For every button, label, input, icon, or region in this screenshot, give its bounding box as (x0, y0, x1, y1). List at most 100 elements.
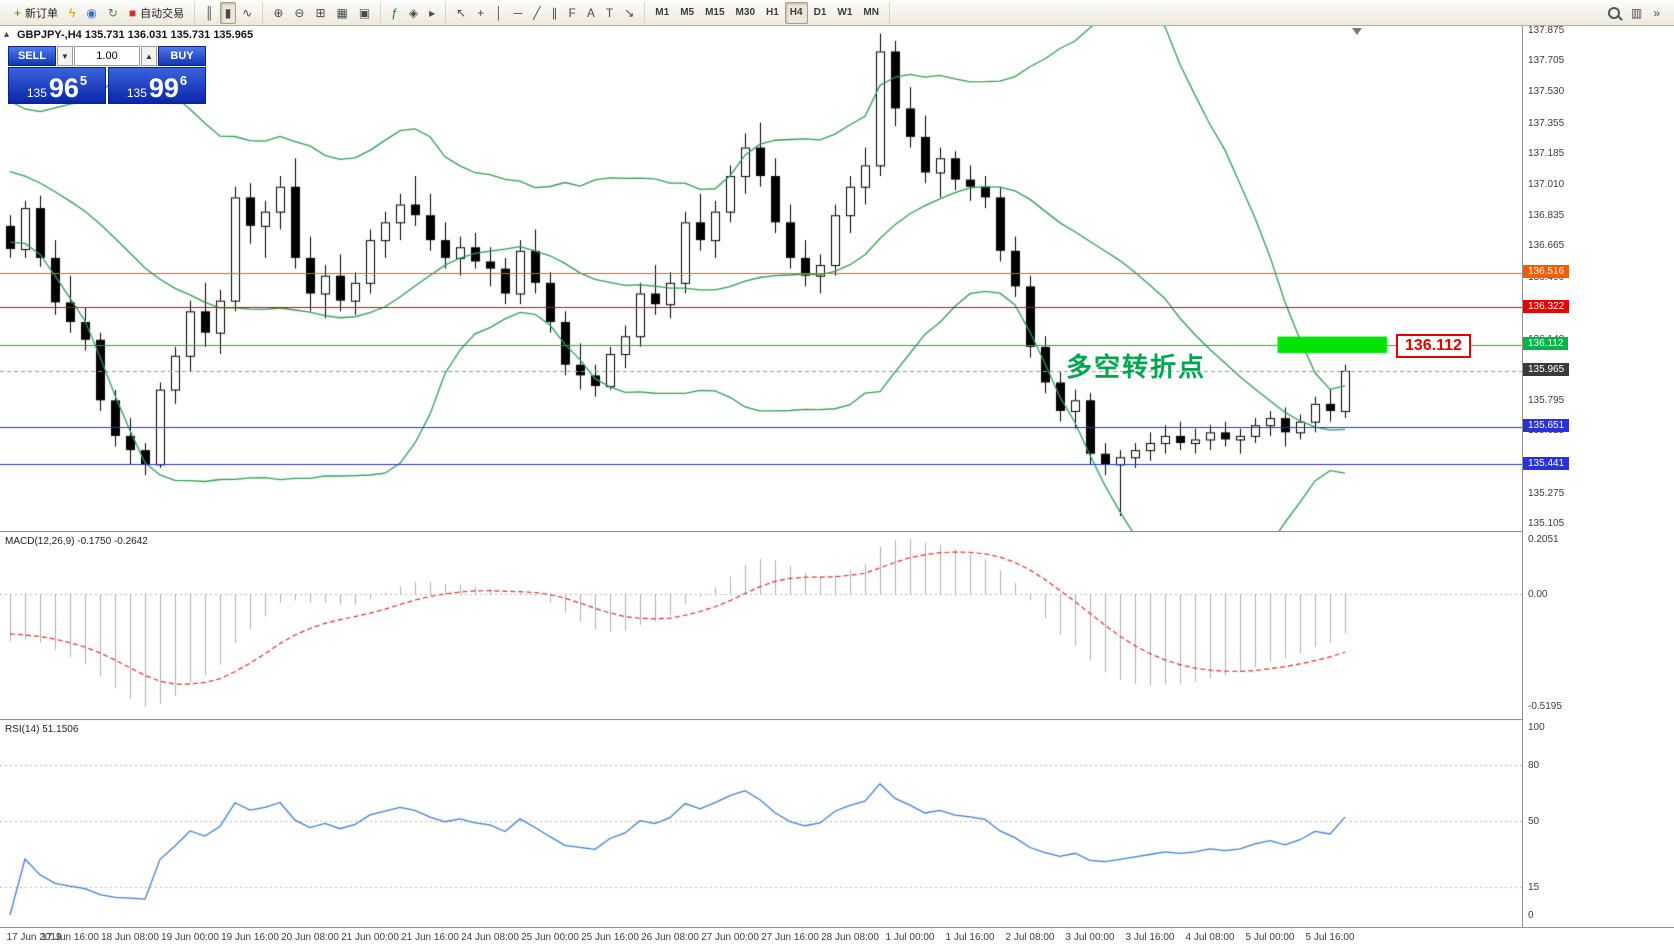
horizontal-line-button[interactable]: ─ (509, 2, 528, 24)
time-label: 2 Jul 08:00 (1005, 932, 1055, 943)
time-axis[interactable]: 17 Jun 2019 17 Jun 16:00 18 Jun 08:00 19 Ju… (0, 927, 1674, 949)
rsi-pane-separator[interactable] (0, 719, 1674, 721)
market-watch-button[interactable]: ◉ (81, 2, 101, 24)
toolbar-overflow-button[interactable]: » (1648, 2, 1665, 24)
toolbar-group-tools: ↖ + │ ─ ╱ ∥ F A T ↘ (446, 1, 646, 24)
price-line-label: 136.112 (1523, 337, 1569, 351)
timeframe-m5-button[interactable]: M5 (675, 2, 699, 24)
price-axis[interactable]: 137.875 137.705 137.530 137.355 137.185 137.0… (1522, 26, 1674, 927)
expert-advisors-button[interactable]: ϟ (64, 2, 80, 24)
chart-shift-icon: ▸ (429, 5, 436, 20)
channel-button[interactable]: ∥ (547, 2, 563, 24)
zoom-out-button[interactable]: ⊖ (289, 2, 309, 24)
sell-price-display[interactable]: 135 96 5 (8, 67, 106, 104)
sell-price-pip: 5 (79, 73, 88, 88)
vertical-line-button[interactable]: │ (490, 2, 508, 24)
timeframe-h1-button[interactable]: H1 (761, 2, 784, 24)
data-window-icon: ▥ (1630, 5, 1643, 20)
volume-decrease-button[interactable]: ▼ (57, 46, 73, 66)
tile-windows-button[interactable]: ▦ (332, 2, 353, 24)
line-chart-button[interactable]: ∿ (237, 2, 257, 24)
time-label: 27 Jun 16:00 (761, 932, 819, 943)
time-label: 1 Jul 16:00 (945, 932, 995, 943)
arrows-button[interactable]: ↘ (619, 2, 639, 24)
text-icon: A (586, 5, 595, 20)
volume-input[interactable] (74, 46, 140, 66)
timeframe-m30-button[interactable]: M30 (731, 2, 760, 24)
timeframe-d1-button[interactable]: D1 (809, 2, 832, 24)
sell-price-main: 96 (48, 73, 79, 104)
new-order-button[interactable]: + 新订单 (9, 2, 63, 24)
trendline-icon: ╱ (533, 5, 541, 20)
timeframe-mn-button[interactable]: MN (858, 2, 884, 24)
timeframe-w1-button[interactable]: W1 (832, 2, 857, 24)
search-button[interactable] (1603, 2, 1625, 24)
indicators-button[interactable]: ƒ (386, 2, 403, 24)
rsi-tick: 100 (1528, 722, 1545, 733)
buy-button[interactable]: BUY (158, 46, 206, 66)
rsi-indicator-label: RSI(14) 51.1506 (5, 724, 79, 735)
time-label: 27 Jun 00:00 (701, 932, 759, 943)
bar-chart-icon: ║ (205, 5, 214, 20)
history-center-button[interactable]: ↻ (103, 2, 123, 24)
trendline-button[interactable]: ╱ (528, 2, 545, 24)
price-tick: 137.875 (1528, 26, 1565, 36)
time-label: 24 Jun 08:00 (461, 932, 519, 943)
candlestick-chart-button[interactable]: ▮ (219, 1, 237, 24)
price-tick: 135.105 (1528, 518, 1565, 529)
price-tick: 136.835 (1528, 210, 1565, 222)
chart-shift-button[interactable]: ▸ (424, 2, 440, 24)
timeframe-m5-button-label: M5 (680, 7, 695, 18)
refresh-icon: ↻ (107, 5, 118, 20)
price-tick: 135.275 (1528, 487, 1565, 499)
crosshair-button[interactable]: + (472, 2, 489, 24)
horizontal-line-icon: ─ (513, 5, 523, 20)
timeframe-h1-button-label: H1 (766, 7, 779, 18)
timeframe-m1-button[interactable]: M1 (650, 2, 674, 24)
price-shift-marker[interactable] (1352, 28, 1362, 35)
buy-price-main: 99 (148, 73, 179, 104)
price-tick: 137.010 (1528, 178, 1565, 190)
time-label: 5 Jul 16:00 (1305, 932, 1355, 943)
time-label: 19 Jun 00:00 (161, 932, 219, 943)
timeframe-h4-button[interactable]: H4 (784, 1, 808, 24)
toolbar-group-zoom: ⊕ ⊖ ⊞ ▦ ▣ (263, 1, 382, 24)
navigator-icon: ◈ (408, 5, 419, 20)
rsi-pane-canvas[interactable] (0, 719, 1522, 927)
grid-button[interactable]: ⊞ (310, 2, 330, 24)
toolbar-group-chart-type: ║ ▮ ∿ (195, 1, 264, 24)
toolbar-group-trade: + 新订单 ϟ ◉ ↻ ■ 自动交易 (4, 1, 196, 24)
new-order-button-label: 新订单 (25, 7, 59, 20)
cascade-windows-button[interactable]: ▣ (354, 2, 375, 24)
one-click-panel-toggle[interactable]: ▴ (4, 29, 10, 40)
autotrading-button[interactable]: ■ 自动交易 (124, 2, 189, 24)
volume-increase-button[interactable]: ▲ (141, 46, 157, 66)
data-window-button[interactable]: ▥ (1626, 2, 1647, 24)
macd-indicator-label: MACD(12,26,9) -0.1750 -0.2642 (5, 536, 148, 547)
price-tick: 137.705 (1528, 55, 1565, 67)
buy-price-pip: 6 (179, 73, 188, 88)
fibonacci-button[interactable]: F (564, 2, 581, 24)
timeframe-m15-button[interactable]: M15 (700, 2, 729, 24)
cursor-icon: ↖ (456, 5, 467, 20)
price-line-label: 135.651 (1523, 419, 1570, 433)
bar-chart-button[interactable]: ║ (200, 2, 219, 24)
price-tick: 135.795 (1528, 395, 1565, 407)
price-callout-label: 136.112 (1396, 334, 1471, 358)
macd-pane-canvas[interactable] (0, 531, 1522, 719)
text-button[interactable]: A (582, 2, 600, 24)
price-chart-canvas[interactable] (0, 26, 1522, 531)
timeframe-mn-button-label: MN (863, 7, 879, 18)
zoom-in-button[interactable]: ⊕ (268, 2, 288, 24)
buy-price-display[interactable]: 135 99 6 (108, 67, 206, 104)
time-label: 1 Jul 00:00 (885, 932, 935, 943)
sell-button[interactable]: SELL (8, 46, 56, 66)
navigator-button[interactable]: ◈ (404, 2, 423, 24)
label-button[interactable]: T (601, 2, 618, 24)
tile-windows-icon: ▦ (336, 5, 348, 20)
autotrading-button-label: 自动交易 (140, 7, 185, 20)
candlestick-icon: ▮ (224, 5, 232, 20)
macd-pane-separator[interactable] (0, 531, 1674, 533)
cursor-button[interactable]: ↖ (451, 2, 471, 24)
